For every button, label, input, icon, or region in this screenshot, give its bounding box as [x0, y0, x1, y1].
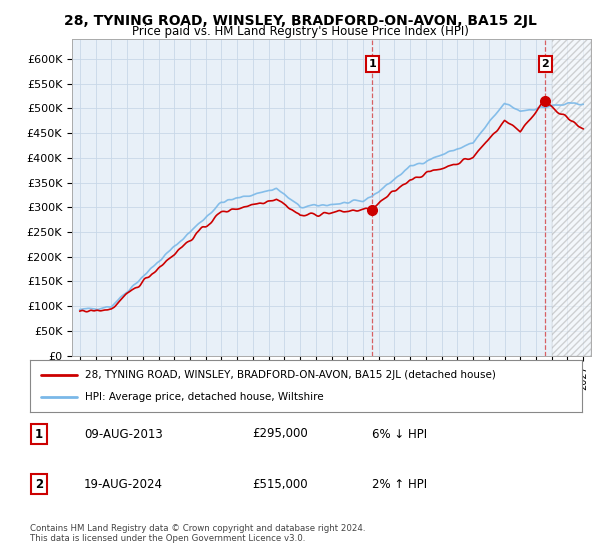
Text: 1: 1 [35, 427, 43, 441]
Text: 28, TYNING ROAD, WINSLEY, BRADFORD-ON-AVON, BA15 2JL (detached house): 28, TYNING ROAD, WINSLEY, BRADFORD-ON-AV… [85, 370, 496, 380]
Text: Contains HM Land Registry data © Crown copyright and database right 2024.
This d: Contains HM Land Registry data © Crown c… [30, 524, 365, 543]
Text: £515,000: £515,000 [252, 478, 308, 491]
Text: 28, TYNING ROAD, WINSLEY, BRADFORD-ON-AVON, BA15 2JL: 28, TYNING ROAD, WINSLEY, BRADFORD-ON-AV… [64, 14, 536, 28]
Text: 2: 2 [542, 59, 549, 69]
Bar [551, 39, 591, 356]
Text: 2: 2 [35, 478, 43, 491]
Text: £295,000: £295,000 [252, 427, 308, 441]
Text: HPI: Average price, detached house, Wiltshire: HPI: Average price, detached house, Wilt… [85, 392, 324, 402]
Text: 2% ↑ HPI: 2% ↑ HPI [372, 478, 427, 491]
Text: 1: 1 [368, 59, 376, 69]
Text: 19-AUG-2024: 19-AUG-2024 [84, 478, 163, 491]
Text: Price paid vs. HM Land Registry's House Price Index (HPI): Price paid vs. HM Land Registry's House … [131, 25, 469, 38]
Text: 09-AUG-2013: 09-AUG-2013 [84, 427, 163, 441]
Text: 6% ↓ HPI: 6% ↓ HPI [372, 427, 427, 441]
